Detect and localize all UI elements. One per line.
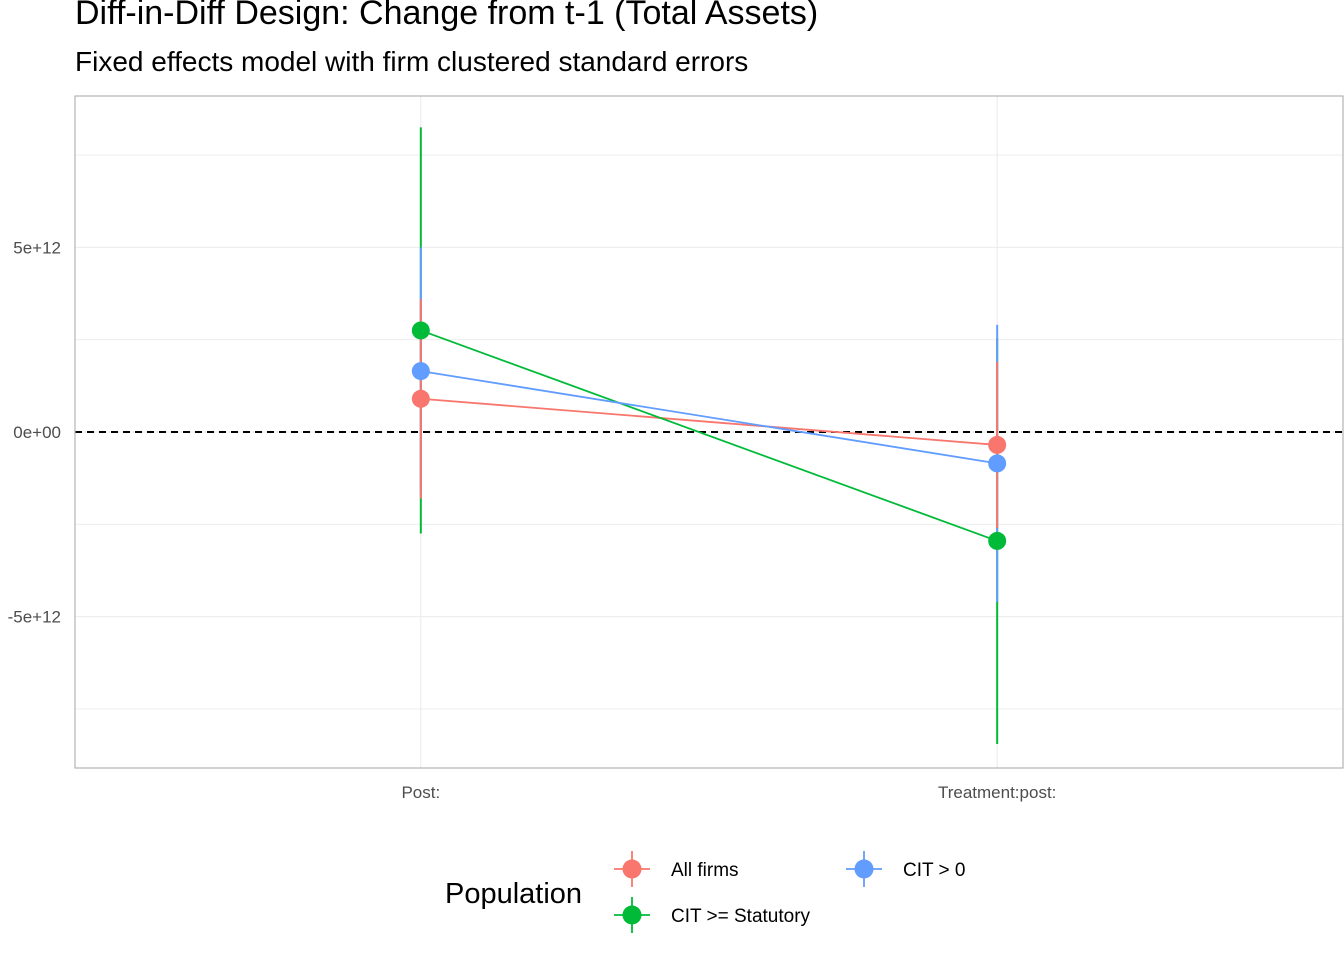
- legend-keys: All firms CIT >= Statutory CIT > 0: [614, 851, 965, 933]
- series-line-0: [420, 397, 998, 446]
- legend-label: CIT > 0: [903, 860, 965, 881]
- data-point-2-1: [988, 454, 1007, 473]
- series-line-1: [420, 329, 998, 542]
- series-points: [411, 321, 1007, 550]
- legend-title: Population: [445, 878, 582, 910]
- y-tick-label: 5e+12: [13, 238, 61, 257]
- y-axis-ticks: -5e+12 0e+00 5e+12: [8, 238, 61, 626]
- data-point-1-1: [988, 531, 1007, 550]
- data-point-2-0: [411, 362, 430, 381]
- grid-lines: [75, 96, 1343, 768]
- x-tick-label: Post:: [401, 783, 440, 802]
- data-point-1-0: [411, 321, 430, 340]
- legend: Population All firms CIT >= Statutory CIT …: [445, 851, 965, 933]
- series-lines: [420, 329, 998, 542]
- legend-label: All firms: [671, 860, 739, 881]
- legend-key-point: [854, 859, 874, 879]
- chart-title: Diff-in-Diff Design: Change from t-1 (To…: [75, 0, 819, 32]
- x-axis-ticks: Post: Treatment:post:: [401, 783, 1056, 802]
- y-tick-label: 0e+00: [13, 423, 61, 442]
- series-line-2: [420, 370, 998, 465]
- legend-key-point: [622, 859, 642, 879]
- plot-panel-border: [74, 95, 1344, 769]
- x-tick-label: Treatment:post:: [938, 783, 1056, 802]
- data-point-0-0: [411, 389, 430, 408]
- data-point-0-1: [988, 435, 1007, 454]
- chart-subtitle: Fixed effects model with firm clustered …: [75, 46, 749, 77]
- y-tick-label: -5e+12: [8, 608, 61, 627]
- legend-label: CIT >= Statutory: [671, 906, 811, 927]
- legend-key-point: [622, 905, 642, 925]
